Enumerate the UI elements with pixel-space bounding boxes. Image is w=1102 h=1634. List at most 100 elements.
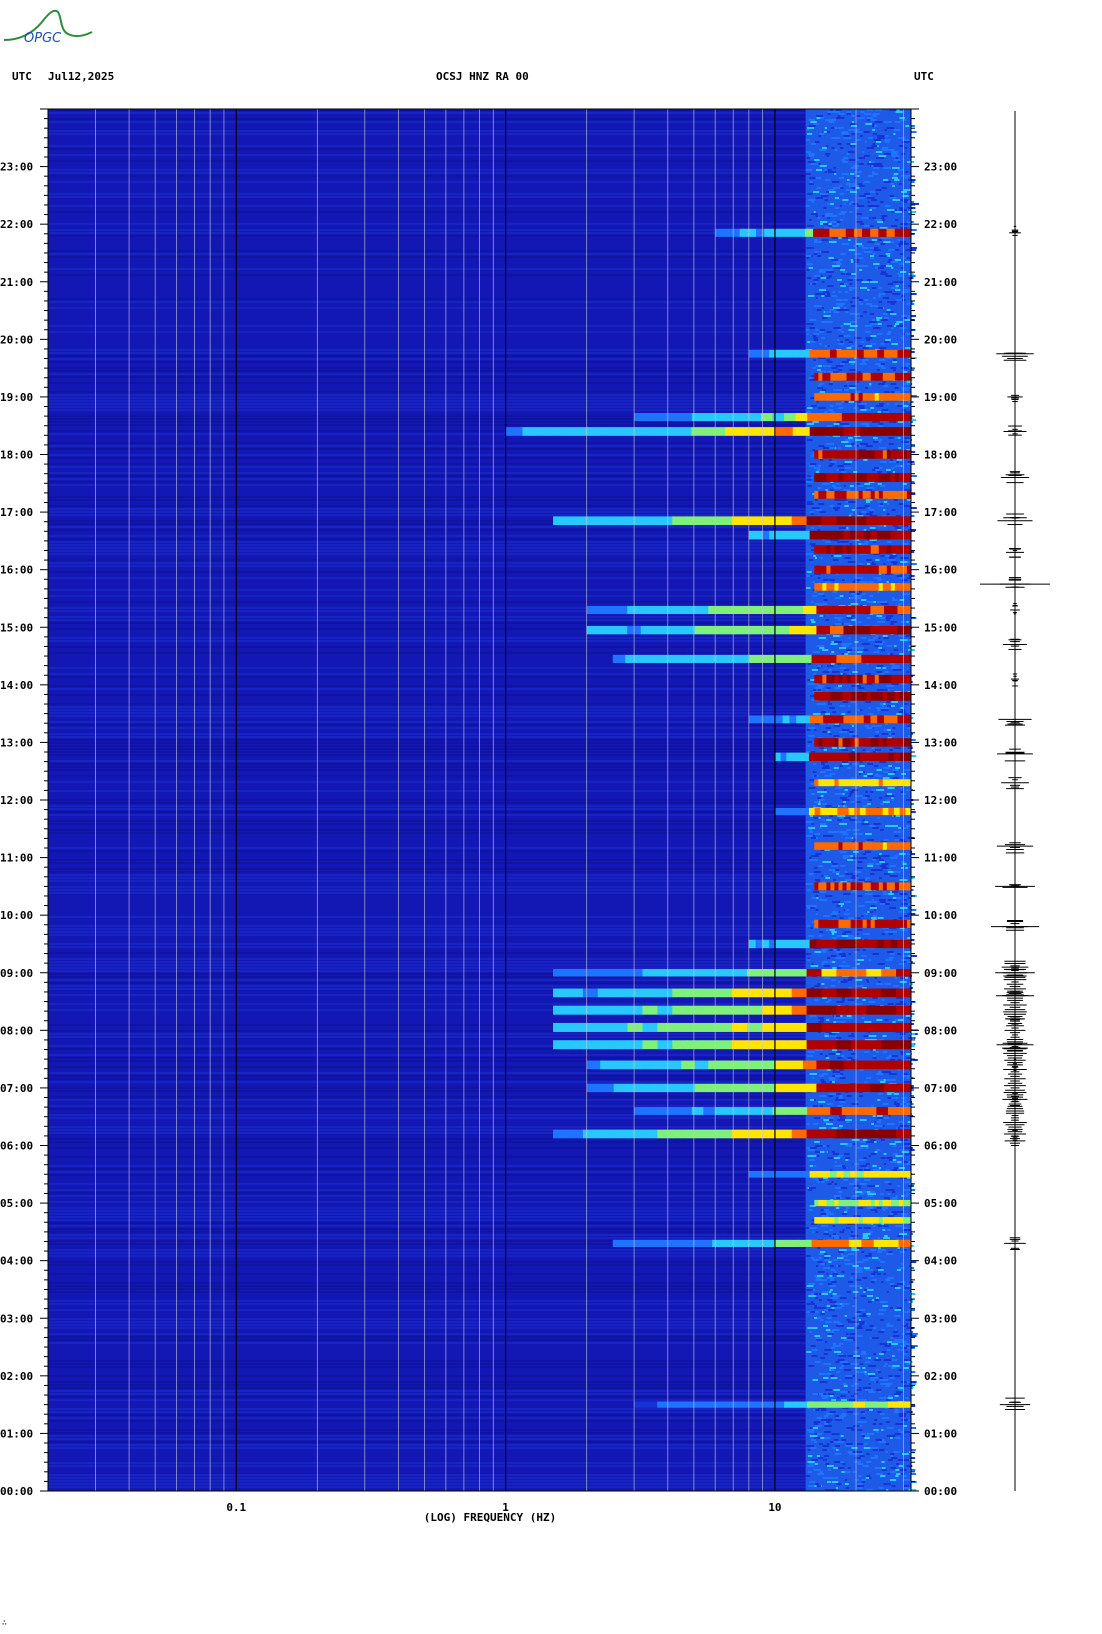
event-band-13-seg-21 (866, 969, 882, 977)
event-band-35-seg-8 (846, 450, 852, 459)
event-band-34-seg-0 (814, 473, 819, 482)
event-band-35-seg-5 (834, 450, 839, 459)
event-band-40-seg-6 (789, 349, 797, 358)
event-band-36-seg-0 (505, 427, 523, 436)
event-band-18-seg-9 (825, 807, 833, 816)
event-band-4-seg-19 (877, 1170, 885, 1178)
event-band-38-seg-23 (906, 393, 912, 401)
event-band-21-seg-5 (834, 738, 839, 747)
event-band-17-seg-7 (842, 842, 848, 850)
event-band-6-seg-0 (634, 1107, 647, 1115)
event-band-24-seg-20 (894, 674, 900, 684)
event-band-28-seg-17 (882, 583, 888, 591)
event-band-39-seg-17 (882, 372, 888, 381)
event-band-11-seg-5 (627, 1005, 644, 1015)
event-band-0-seg-9 (737, 1401, 750, 1408)
event-band-32-seg-16 (791, 516, 808, 526)
event-band-21-seg-8 (846, 738, 852, 747)
event-band-37-seg-4 (680, 413, 693, 422)
event-band-12-seg-16 (791, 988, 808, 998)
event-band-23-seg-5 (834, 692, 839, 701)
event-band-13-seg-16 (791, 969, 808, 977)
event-band-35-seg-21 (898, 450, 904, 459)
event-band-32-seg-5 (627, 516, 644, 526)
event-band-39-seg-2 (822, 372, 827, 381)
event-band-13-seg-18 (821, 969, 837, 977)
event-band-11-seg-4 (612, 1005, 629, 1015)
event-band-35-seg-16 (878, 450, 884, 459)
event-band-40-seg-2 (762, 349, 770, 358)
event-band-30-seg-4 (830, 545, 835, 554)
event-band-13-seg-3 (597, 969, 614, 977)
event-band-36-seg-23 (894, 427, 912, 436)
event-band-15-seg-20 (894, 919, 900, 928)
event-band-23-seg-18 (886, 692, 892, 701)
event-band-18-seg-1 (780, 807, 787, 816)
event-band-32-seg-18 (821, 516, 837, 526)
event-band-7-seg-8 (694, 1083, 709, 1093)
event-band-35-seg-11 (858, 450, 864, 459)
event-band-16-seg-2 (822, 882, 827, 891)
event-band-34-seg-3 (826, 473, 831, 482)
event-band-18-seg-4 (797, 807, 804, 816)
event-band-20-seg-1 (780, 752, 787, 762)
event-band-14-seg-17 (863, 939, 871, 949)
y-tick-label-left: 19:00 (0, 391, 33, 404)
event-band-20-seg-9 (825, 752, 833, 762)
event-band-40-seg-0 (748, 349, 757, 358)
event-band-37-seg-10 (749, 413, 762, 422)
event-band-23-seg-15 (874, 692, 880, 701)
event-band-6-seg-22 (887, 1107, 900, 1115)
event-band-35-seg-10 (854, 450, 860, 459)
event-band-30-seg-22 (902, 545, 908, 554)
event-band-30-seg-12 (862, 545, 868, 554)
y-tick-label-right: 02:00 (924, 1370, 957, 1383)
event-band-23-seg-12 (862, 692, 868, 701)
y-tick-label-right: 00:00 (924, 1485, 957, 1498)
event-band-18-seg-15 (859, 807, 867, 816)
event-band-41-seg-22 (894, 228, 904, 237)
event-band-22-seg-17 (863, 715, 871, 724)
event-band-41-seg-21 (886, 228, 896, 237)
event-band-3-seg-6 (838, 1199, 844, 1207)
event-band-14-seg-3 (769, 939, 777, 949)
event-band-39-seg-6 (838, 372, 844, 381)
event-band-36-seg-19 (826, 427, 844, 436)
event-band-33-seg-7 (842, 490, 848, 499)
event-band-13-seg-10 (702, 969, 718, 977)
event-band-2-seg-3 (826, 1217, 831, 1224)
event-band-18-seg-16 (865, 807, 872, 816)
event-band-32-seg-12 (732, 516, 748, 526)
event-band-29-seg-6 (838, 565, 844, 574)
event-band-17-seg-14 (870, 842, 876, 850)
event-band-36-seg-4 (573, 427, 591, 436)
event-band-6-seg-18 (841, 1107, 854, 1115)
event-band-19-seg-0 (814, 779, 819, 787)
event-band-24-seg-9 (850, 674, 856, 684)
event-band-1-seg-8 (712, 1239, 726, 1247)
event-band-36-seg-11 (691, 427, 709, 436)
event-band-17-seg-6 (838, 842, 844, 850)
y-tick-label-left: 06:00 (0, 1140, 33, 1153)
event-band-13-seg-19 (836, 969, 852, 977)
event-band-41-seg-6 (764, 228, 773, 237)
event-band-17-seg-18 (886, 842, 892, 850)
event-band-29-seg-7 (842, 565, 848, 574)
event-band-27-seg-5 (654, 605, 669, 615)
event-band-9-seg-13 (746, 1040, 763, 1050)
event-band-8-seg-8 (694, 1060, 709, 1070)
event-band-41-seg-8 (780, 228, 790, 237)
event-band-7-seg-22 (883, 1083, 898, 1093)
event-band-15-seg-11 (858, 919, 864, 928)
event-band-14-seg-13 (836, 939, 844, 949)
event-band-28-seg-4 (830, 583, 835, 591)
event-band-20-seg-15 (859, 752, 867, 762)
event-band-5-seg-12 (732, 1129, 748, 1139)
event-band-15-seg-12 (862, 919, 868, 928)
event-band-21-seg-23 (906, 738, 912, 747)
event-band-18-seg-17 (871, 807, 878, 816)
event-band-10-seg-6 (642, 1022, 658, 1032)
event-band-8-seg-5 (654, 1060, 669, 1070)
event-band-12-seg-17 (806, 988, 823, 998)
